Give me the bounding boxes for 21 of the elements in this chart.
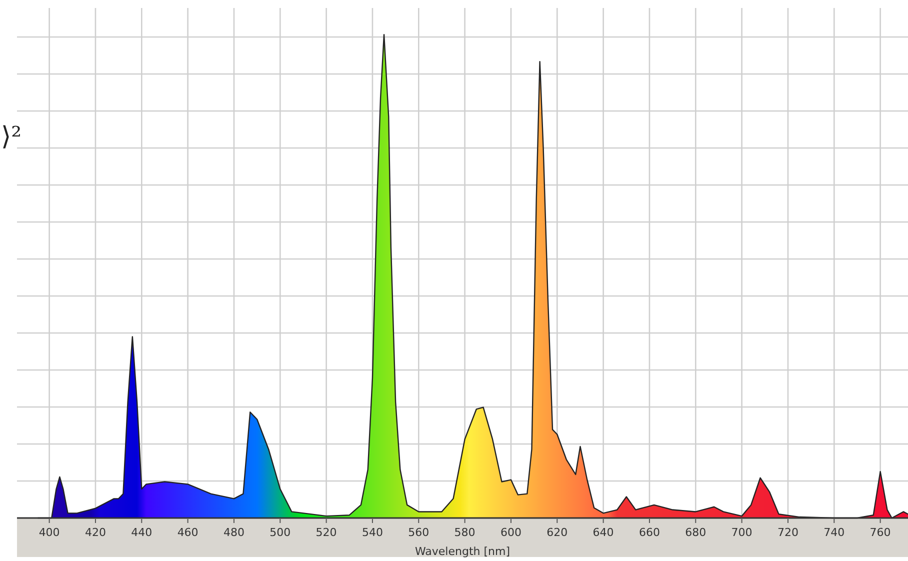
x-tick-label: 480 bbox=[223, 526, 244, 539]
x-tick-label: 460 bbox=[177, 526, 198, 539]
annotation: ⟩² bbox=[1, 122, 22, 152]
x-tick-label: 560 bbox=[408, 526, 430, 539]
x-tick-label: 580 bbox=[454, 526, 476, 539]
x-tick-label: 600 bbox=[500, 526, 522, 539]
x-tick-label: 520 bbox=[316, 526, 337, 539]
x-tick-label: 400 bbox=[38, 526, 60, 539]
x-tick-label: 440 bbox=[131, 526, 152, 539]
x-tick-label: 540 bbox=[362, 526, 383, 539]
x-tick-label: 660 bbox=[638, 526, 660, 539]
x-tick-label: 500 bbox=[270, 526, 291, 539]
x-tick-label: 620 bbox=[546, 526, 568, 539]
x-tick-label: 680 bbox=[685, 526, 706, 539]
x-tick-label: 720 bbox=[777, 526, 798, 539]
x-tick-label: 760 bbox=[870, 526, 891, 539]
x-tick-label: 640 bbox=[592, 526, 614, 539]
x-tick-label: 700 bbox=[731, 526, 752, 539]
x-tick-label: 740 bbox=[824, 526, 845, 539]
x-tick-label: 420 bbox=[84, 526, 106, 539]
x-axis-title: Wavelength [nm] bbox=[414, 545, 510, 558]
